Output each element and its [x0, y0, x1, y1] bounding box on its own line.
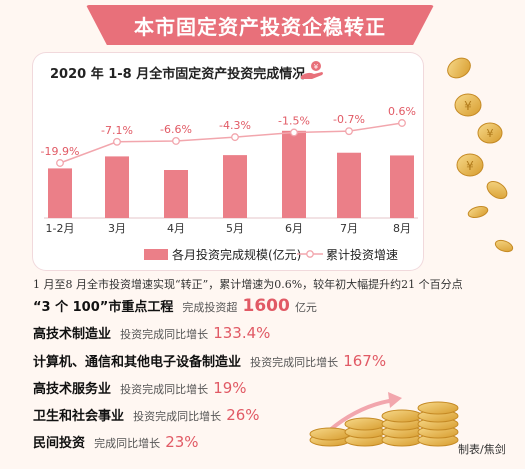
bar — [337, 152, 361, 218]
stat-row-key-projects: “3 个 100”市重点工程 完成投资超 1600 亿元 — [33, 296, 317, 316]
growth-label: -0.7% — [333, 113, 365, 126]
stat-value: 133.4% — [213, 324, 271, 342]
growth-label: 0.6% — [388, 105, 416, 118]
stat-value: 19% — [213, 379, 247, 397]
stat-desc: 投资完成同比增长 — [120, 383, 209, 396]
bar — [164, 170, 188, 218]
bar — [282, 130, 306, 218]
growth-point — [398, 119, 406, 127]
bar — [105, 156, 129, 218]
stat-desc: 投资完成同比增长 — [133, 410, 222, 423]
x-tick-label: 5月 — [226, 222, 244, 235]
page-title: 本市固定资产投资企稳转正 — [134, 15, 386, 39]
stat-head: 民间投资 — [33, 436, 86, 451]
x-tick-label: 8月 — [393, 222, 411, 235]
legend-line-swatch — [297, 250, 323, 258]
growth-point — [231, 133, 239, 142]
chart-title: 2020 年 1-8 月全市固定资产投资完成情况 — [50, 67, 306, 82]
legend-bar-label: 各月投资完成规模(亿元) — [172, 248, 302, 262]
credit-text: 制表/焦剑 — [458, 443, 506, 456]
stat-head: “3 个 100”市重点工程 — [33, 300, 174, 315]
growth-point — [290, 128, 298, 137]
x-tick-label: 3月 — [108, 222, 126, 235]
stat-row-electronics: 计算机、通信和其他电子设备制造业 投资完成同比增长 167% — [33, 351, 386, 370]
bar — [390, 155, 414, 218]
growth-point — [56, 159, 64, 167]
stat-row-hightech-manufacturing: 高技术制造业 投资完成同比增长 133.4% — [33, 323, 270, 342]
stat-head: 高技术制造业 — [33, 327, 112, 342]
stat-unit: 亿元 — [294, 301, 317, 314]
stat-value: 1600 — [242, 296, 290, 316]
title-banner — [86, 5, 434, 45]
x-tick-label: 7月 — [340, 222, 358, 235]
x-tick-label: 4月 — [167, 222, 185, 235]
growth-label: -19.9% — [41, 145, 80, 158]
svg-text:¥: ¥ — [314, 63, 319, 71]
hand-coin-icon: ¥ — [301, 61, 323, 79]
stat-desc: 完成同比增长 — [94, 437, 161, 450]
legend-line-label: 累计投资增速 — [326, 248, 399, 262]
growth-label: -4.3% — [219, 119, 251, 132]
x-tick-label: 6月 — [285, 222, 303, 235]
stat-head: 卫生和社会事业 — [33, 409, 125, 424]
growth-point — [113, 137, 121, 146]
summary-text: 1 月至8 月全市投资增速实现“转正”，累计增速为0.6%，较年初大幅提升约21… — [33, 278, 463, 291]
growth-point — [345, 127, 353, 136]
stat-desc: 投资完成同比增长 — [120, 328, 209, 341]
x-tick-label: 1-2月 — [46, 222, 75, 235]
bar — [223, 155, 247, 218]
stat-value: 167% — [343, 352, 387, 370]
stat-head: 高技术服务业 — [33, 382, 112, 397]
growth-label: -7.1% — [101, 124, 133, 137]
stat-value: 23% — [165, 433, 199, 451]
legend-bar-swatch — [144, 249, 168, 260]
stat-row-hightech-services: 高技术服务业 投资完成同比增长 19% — [33, 378, 247, 397]
stat-desc: 完成投资超 — [182, 301, 238, 314]
growth-label: -6.6% — [160, 123, 192, 136]
stat-value: 26% — [226, 406, 260, 424]
growth-label: -1.5% — [278, 114, 310, 127]
stat-row-health-social: 卫生和社会事业 投资完成同比增长 26% — [33, 405, 260, 424]
growth-point — [172, 136, 180, 145]
stat-row-private-investment: 民间投资 完成同比增长 23% — [33, 432, 199, 451]
stat-head: 计算机、通信和其他电子设备制造业 — [33, 355, 242, 370]
stat-desc: 投资完成同比增长 — [250, 356, 339, 369]
bar — [48, 168, 72, 218]
